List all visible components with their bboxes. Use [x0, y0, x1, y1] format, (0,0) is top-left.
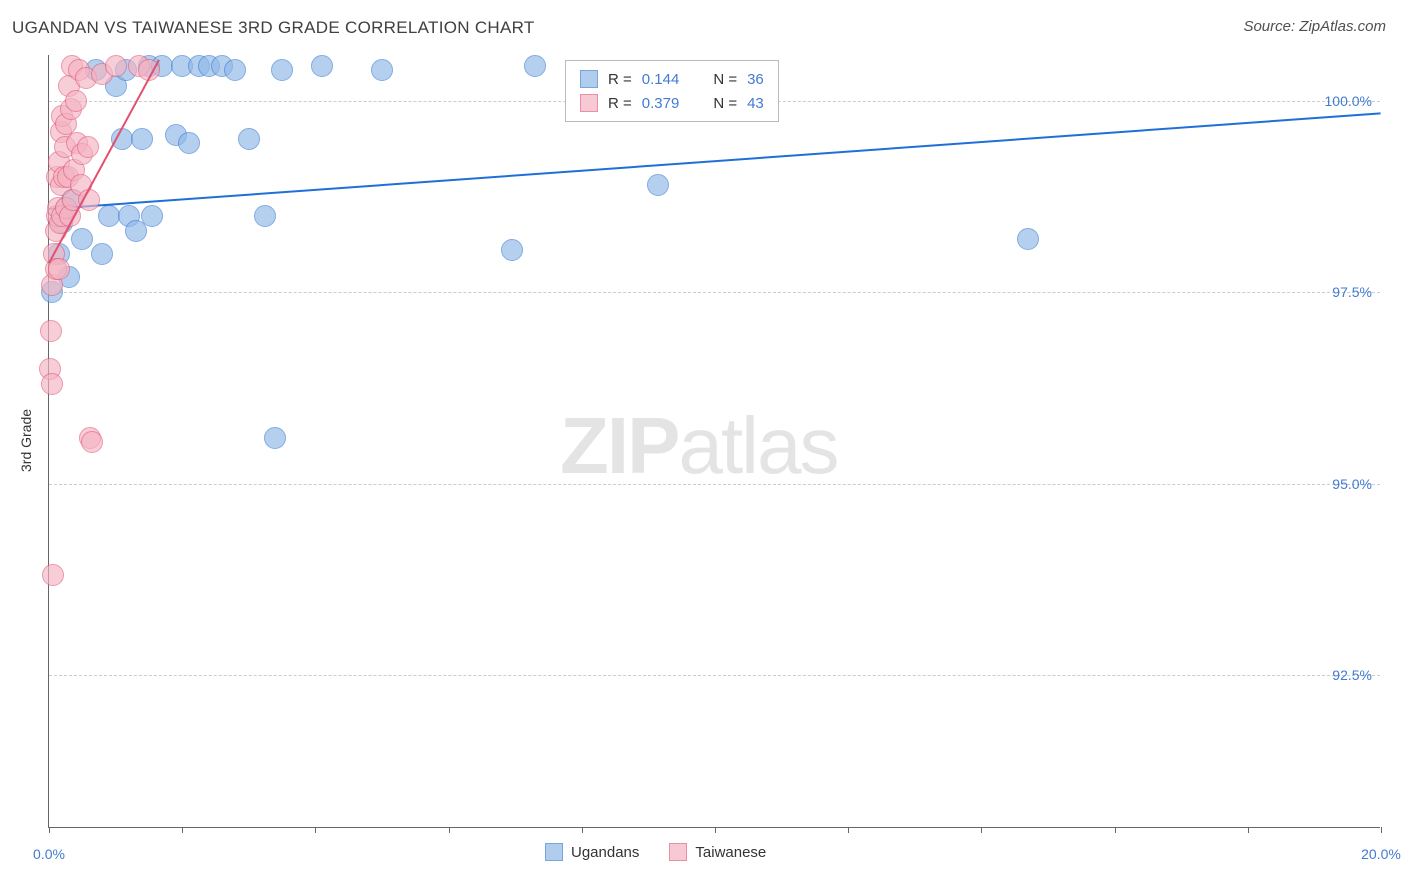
x-tick [1248, 827, 1249, 833]
legend-swatch [545, 843, 563, 861]
legend-swatch [580, 70, 598, 88]
x-tick [1381, 827, 1382, 833]
y-tick-label: 92.5% [1332, 667, 1372, 683]
data-point [81, 431, 103, 453]
legend-n-value: 36 [747, 71, 764, 88]
data-point [264, 427, 286, 449]
x-tick [1115, 827, 1116, 833]
data-point [40, 320, 62, 342]
data-point [48, 258, 70, 280]
legend-bottom-item: Ugandans [545, 843, 639, 861]
data-point [98, 205, 120, 227]
data-point [178, 132, 200, 154]
data-point [91, 243, 113, 265]
legend-row: R = 0.379 N = 43 [580, 91, 764, 115]
data-point [1017, 228, 1039, 250]
data-point [65, 90, 87, 112]
chart-title: UGANDAN VS TAIWANESE 3RD GRADE CORRELATI… [12, 18, 535, 38]
legend-correlation: R = 0.144 N = 36 R = 0.379 N = 43 [565, 60, 779, 122]
data-point [224, 59, 246, 81]
x-tick [582, 827, 583, 833]
legend-r-value: 0.379 [642, 95, 680, 112]
gridline-y [49, 484, 1380, 485]
legend-row: R = 0.144 N = 36 [580, 67, 764, 91]
data-point [71, 228, 93, 250]
legend-n-label: N = [713, 71, 737, 88]
x-tick [49, 827, 50, 833]
x-tick [315, 827, 316, 833]
legend-r-value: 0.144 [642, 71, 680, 88]
data-point [647, 174, 669, 196]
gridline-y [49, 675, 1380, 676]
legend-r-label: R = [608, 95, 632, 112]
x-tick [449, 827, 450, 833]
y-tick-label: 95.0% [1332, 476, 1372, 492]
x-tick [182, 827, 183, 833]
gridline-y [49, 292, 1380, 293]
legend-series-name: Taiwanese [695, 844, 766, 861]
source-label: Source: ZipAtlas.com [1243, 18, 1386, 35]
data-point [371, 59, 393, 81]
x-tick [848, 827, 849, 833]
legend-n-value: 43 [747, 95, 764, 112]
data-point [524, 55, 546, 77]
legend-bottom-item: Taiwanese [669, 843, 766, 861]
legend-r-label: R = [608, 71, 632, 88]
legend-series-name: Ugandans [571, 844, 639, 861]
legend-swatch [580, 94, 598, 112]
data-point [271, 59, 293, 81]
data-point [254, 205, 276, 227]
plot-area: 100.0%97.5%95.0%92.5%0.0%20.0% [48, 55, 1380, 828]
data-point [501, 239, 523, 261]
x-tick [715, 827, 716, 833]
y-tick-label: 100.0% [1325, 93, 1372, 109]
data-point [105, 55, 127, 77]
data-point [238, 128, 260, 150]
data-point [311, 55, 333, 77]
x-tick-label: 0.0% [33, 846, 65, 862]
y-tick-label: 97.5% [1332, 284, 1372, 300]
legend-n-label: N = [713, 95, 737, 112]
data-point [131, 128, 153, 150]
y-axis-label: 3rd Grade [18, 409, 34, 472]
legend-series: Ugandans Taiwanese [545, 843, 766, 861]
data-point [77, 136, 99, 158]
x-tick [981, 827, 982, 833]
trend-line [49, 112, 1381, 210]
data-point [41, 373, 63, 395]
data-point [141, 205, 163, 227]
x-tick-label: 20.0% [1361, 846, 1401, 862]
data-point [42, 564, 64, 586]
legend-swatch [669, 843, 687, 861]
